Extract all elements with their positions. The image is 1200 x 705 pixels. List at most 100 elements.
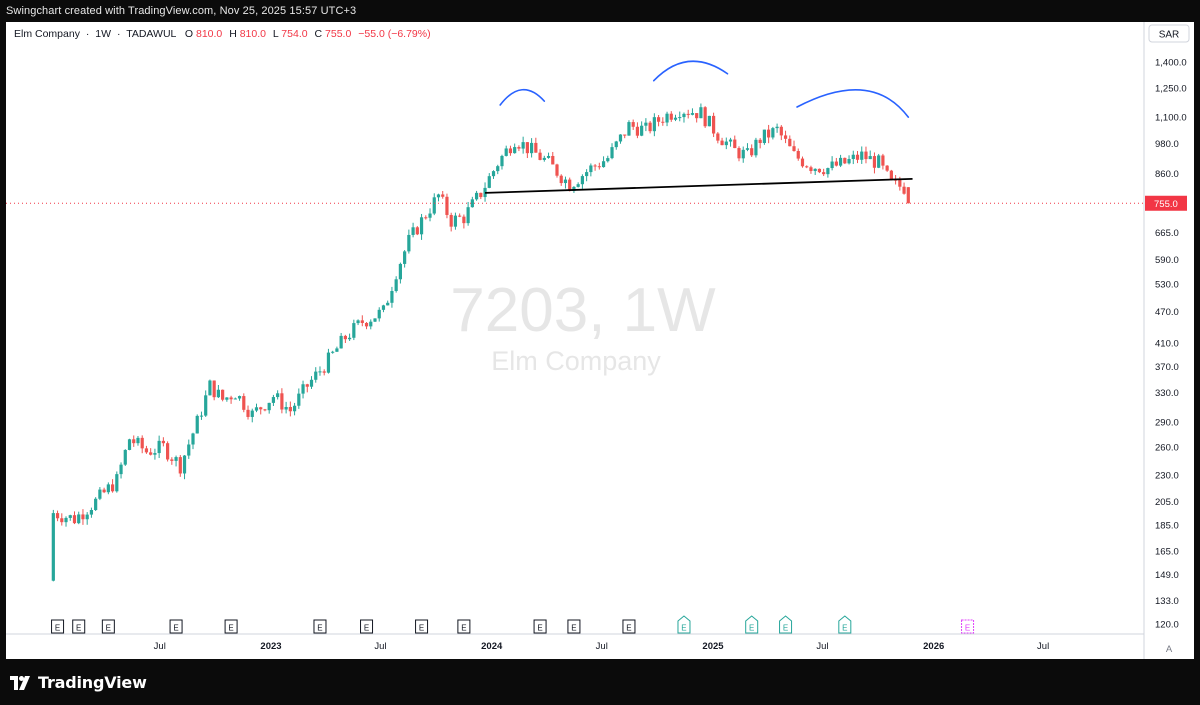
candle-body[interactable]: [191, 433, 195, 445]
candle-body[interactable]: [733, 139, 737, 149]
candle-body[interactable]: [771, 128, 775, 138]
candle-body[interactable]: [487, 176, 491, 188]
candle-body[interactable]: [343, 335, 347, 340]
candle-body[interactable]: [843, 157, 847, 164]
candle-body[interactable]: [153, 453, 157, 455]
candle-body[interactable]: [322, 371, 326, 373]
candle-body[interactable]: [77, 514, 81, 524]
candle-body[interactable]: [267, 402, 271, 411]
candle-body[interactable]: [652, 117, 656, 132]
candle-body[interactable]: [119, 464, 123, 475]
candle-body[interactable]: [263, 409, 267, 411]
earnings-marker[interactable]: [360, 619, 374, 634]
candle-body[interactable]: [216, 389, 220, 398]
candle-body[interactable]: [288, 406, 292, 412]
drawings-layer[interactable]: [485, 60, 913, 194]
candle-body[interactable]: [149, 452, 153, 455]
candle-body[interactable]: [98, 489, 102, 499]
candle-body[interactable]: [847, 159, 851, 164]
candle-body[interactable]: [860, 151, 864, 160]
candle-body[interactable]: [123, 449, 127, 465]
candle-body[interactable]: [762, 129, 766, 144]
candle-body[interactable]: [720, 140, 724, 146]
candle-body[interactable]: [703, 107, 707, 127]
candle-body[interactable]: [521, 142, 525, 149]
candle-body[interactable]: [855, 154, 860, 160]
candle-body[interactable]: [64, 517, 68, 523]
auto-scale-label[interactable]: A: [1166, 644, 1173, 655]
candle-body[interactable]: [136, 437, 140, 444]
candle-body[interactable]: [305, 384, 309, 387]
candle-body[interactable]: [538, 152, 542, 160]
candle-body[interactable]: [568, 179, 572, 192]
candle-body[interactable]: [572, 186, 576, 192]
candle-body[interactable]: [415, 227, 419, 235]
candle-body[interactable]: [800, 158, 805, 167]
earnings-marker[interactable]: [224, 619, 238, 634]
candle-body[interactable]: [115, 474, 119, 492]
candle-body[interactable]: [601, 161, 606, 168]
candle-body[interactable]: [826, 168, 830, 175]
candle-body[interactable]: [525, 142, 529, 154]
candle-body[interactable]: [758, 139, 762, 144]
peak-arc-drawing[interactable]: [796, 89, 910, 118]
candle-body[interactable]: [314, 371, 318, 380]
candle-body[interactable]: [428, 213, 432, 218]
candle-body[interactable]: [530, 142, 534, 154]
candle-body[interactable]: [491, 171, 496, 177]
candle-body[interactable]: [458, 215, 462, 217]
candle-body[interactable]: [276, 393, 280, 398]
candle-body[interactable]: [830, 161, 834, 169]
candle-body[interactable]: [348, 337, 352, 340]
candle-body[interactable]: [187, 444, 191, 456]
candle-body[interactable]: [72, 515, 77, 524]
candle-body[interactable]: [352, 323, 356, 338]
candle-body[interactable]: [377, 309, 381, 319]
candle-body[interactable]: [906, 187, 910, 204]
candle-body[interactable]: [254, 407, 259, 411]
earnings-marker[interactable]: [533, 619, 547, 634]
candle-body[interactable]: [373, 318, 377, 322]
candle-body[interactable]: [390, 291, 394, 303]
candle-body[interactable]: [783, 135, 788, 139]
candle-body[interactable]: [640, 125, 644, 136]
candle-body[interactable]: [170, 459, 174, 461]
candle-body[interactable]: [559, 175, 563, 184]
candle-body[interactable]: [360, 320, 364, 323]
candle-body[interactable]: [673, 117, 678, 120]
candle-body[interactable]: [453, 215, 458, 227]
candle-body[interactable]: [246, 409, 250, 417]
candle-body[interactable]: [898, 179, 902, 187]
candle-body[interactable]: [868, 156, 872, 160]
candle-body[interactable]: [665, 113, 669, 123]
candle-body[interactable]: [157, 440, 161, 454]
earnings-marker[interactable]: [457, 619, 471, 634]
candle-body[interactable]: [297, 393, 301, 406]
scale-button[interactable]: A: [1166, 644, 1173, 655]
chart-panel[interactable]: Elm Company · 1W · TADAWUL O 810.0 H 810…: [6, 22, 1194, 659]
candle-body[interactable]: [695, 113, 699, 119]
candle-body[interactable]: [902, 186, 906, 194]
candle-body[interactable]: [204, 395, 208, 416]
candle-body[interactable]: [411, 227, 415, 235]
candle-body[interactable]: [809, 167, 813, 172]
candle-body[interactable]: [728, 139, 733, 142]
candle-body[interactable]: [885, 165, 889, 171]
candle-body[interactable]: [106, 484, 110, 493]
candle-body[interactable]: [593, 165, 597, 167]
peak-arc-drawing[interactable]: [499, 88, 546, 106]
candle-body[interactable]: [271, 397, 276, 403]
candle-body[interactable]: [686, 113, 690, 115]
candle-body[interactable]: [648, 122, 652, 132]
candle-body[interactable]: [712, 115, 716, 134]
candle-body[interactable]: [750, 148, 754, 156]
candle-body[interactable]: [212, 380, 216, 398]
candle-body[interactable]: [424, 217, 428, 219]
candle-body[interactable]: [166, 443, 170, 460]
candle-body[interactable]: [356, 320, 360, 324]
candle-body[interactable]: [644, 122, 648, 126]
candle-body[interactable]: [301, 384, 305, 394]
candle-body[interactable]: [221, 389, 225, 400]
candle-body[interactable]: [259, 407, 263, 410]
